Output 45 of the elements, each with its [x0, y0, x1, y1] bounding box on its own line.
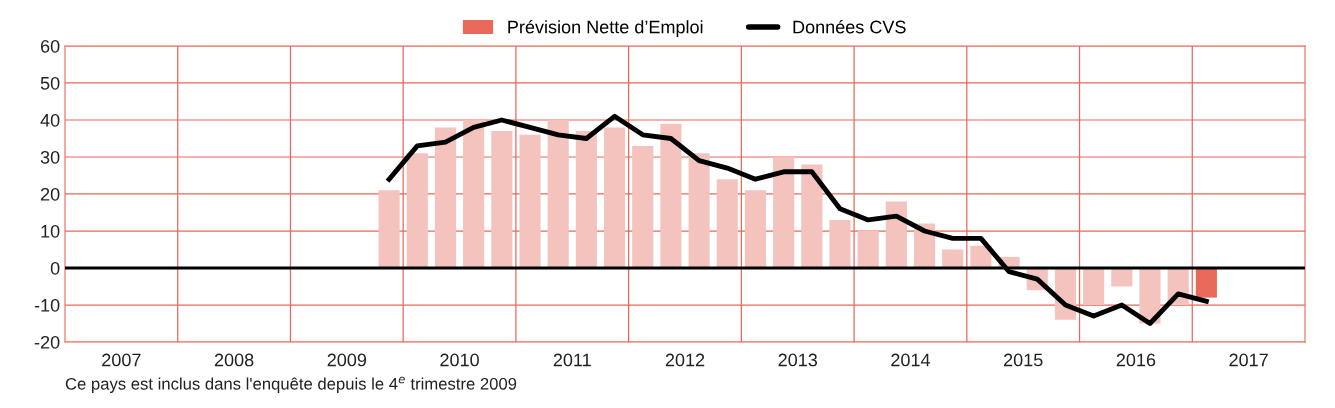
y-tick-label: 60	[40, 39, 60, 53]
bar	[1195, 268, 1217, 298]
legend-label: Prévision Nette d’Emploi	[508, 19, 703, 37]
bar	[801, 164, 823, 268]
bar	[857, 231, 879, 268]
bar	[1083, 268, 1105, 305]
y-tick-label: -20	[34, 335, 60, 349]
x-tick-label: 2010	[440, 353, 479, 367]
x-tick-label: 2014	[891, 353, 931, 367]
bar	[575, 131, 597, 268]
x-tick-label: 2016	[1116, 353, 1156, 367]
x-tick-label: 2008	[214, 353, 254, 367]
text: Ce pays est inclus dans l'enquête depuis le 4$^{e}$ trimestre 2009	[65, 376, 517, 394]
x-tick-label: 2015	[1004, 353, 1043, 367]
bar	[603, 127, 626, 268]
bar	[829, 219, 851, 268]
bar	[632, 145, 654, 268]
bar	[378, 190, 400, 268]
x-tick-label: 2011	[553, 353, 591, 367]
x-tick-label: 2012	[665, 353, 705, 367]
x-tick-label: 2009	[327, 353, 367, 367]
x-tick-label: 2013	[778, 353, 818, 367]
bar	[463, 120, 485, 268]
y-tick-label: 30	[40, 150, 60, 164]
bar	[1111, 268, 1133, 287]
legend-label: Données CVS	[793, 19, 906, 34]
bar	[547, 120, 569, 268]
bar	[660, 123, 682, 268]
x-tick-label: 2017	[1229, 353, 1268, 367]
bar	[716, 179, 738, 268]
bar	[773, 157, 795, 268]
y-tick-label: -10	[34, 298, 60, 312]
y-tick-label: 0	[50, 261, 60, 275]
y-tick-label: 10	[41, 224, 60, 238]
bar	[744, 190, 767, 268]
y-tick-label: 20	[40, 187, 60, 201]
y-tick-label: 40	[40, 113, 60, 127]
bar	[491, 131, 513, 268]
bar	[406, 153, 428, 268]
bar	[688, 153, 710, 268]
bar	[519, 134, 541, 268]
bar	[434, 127, 457, 268]
y-tick-label: 50	[40, 76, 60, 90]
x-tick-label: 2007	[102, 353, 141, 367]
bar	[942, 249, 964, 268]
